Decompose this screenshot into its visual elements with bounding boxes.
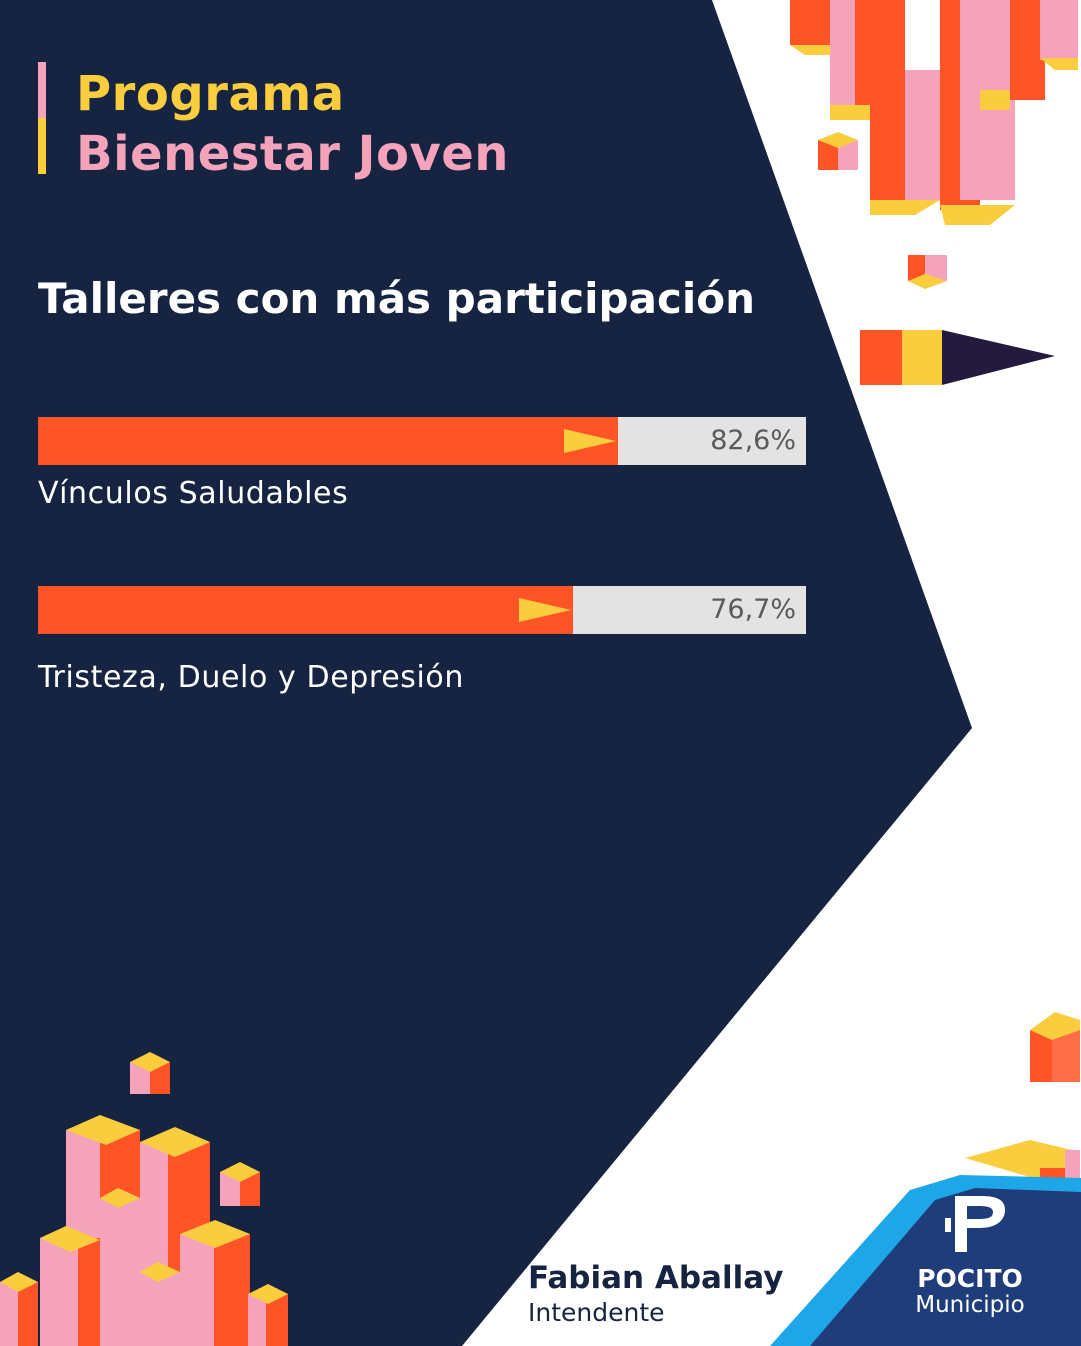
title-accent-bar: [38, 62, 46, 174]
mayor-role: Intendente: [528, 1298, 665, 1327]
bar-arrow-0: [564, 429, 617, 453]
category-label-1: Tristeza, Duelo y Depresión: [38, 660, 464, 695]
pocito-p-logo-icon: [945, 1196, 1005, 1252]
bar-0: [38, 417, 619, 465]
logo-brand-text: POCITO: [917, 1264, 1023, 1293]
bar-value-label-0: 82,6%: [710, 425, 796, 456]
bar-track-0: 82,6%: [38, 417, 806, 465]
bar-arrow-1: [519, 598, 572, 622]
bar-track-1: 76,7%: [38, 586, 806, 634]
mayor-name: Fabian Aballay: [528, 1260, 784, 1296]
logo-sub-text: Municipio: [915, 1292, 1025, 1318]
logo-panel: [810, 1188, 1081, 1346]
chart-title: Talleres con más participación: [38, 274, 756, 323]
category-label-0: Vínculos Saludables: [38, 476, 349, 511]
navy-panel: [0, 0, 972, 1346]
title-line-2: Bienestar Joven: [76, 126, 509, 182]
top-right-blocks-decoration: [790, 0, 1078, 289]
arrow-decoration: [860, 330, 1055, 385]
bottom-left-blocks-decoration: [0, 1052, 288, 1346]
title-line-1: Programa: [76, 66, 345, 122]
bar-1: [38, 586, 574, 634]
bar-value-label-1: 76,7%: [710, 594, 796, 625]
